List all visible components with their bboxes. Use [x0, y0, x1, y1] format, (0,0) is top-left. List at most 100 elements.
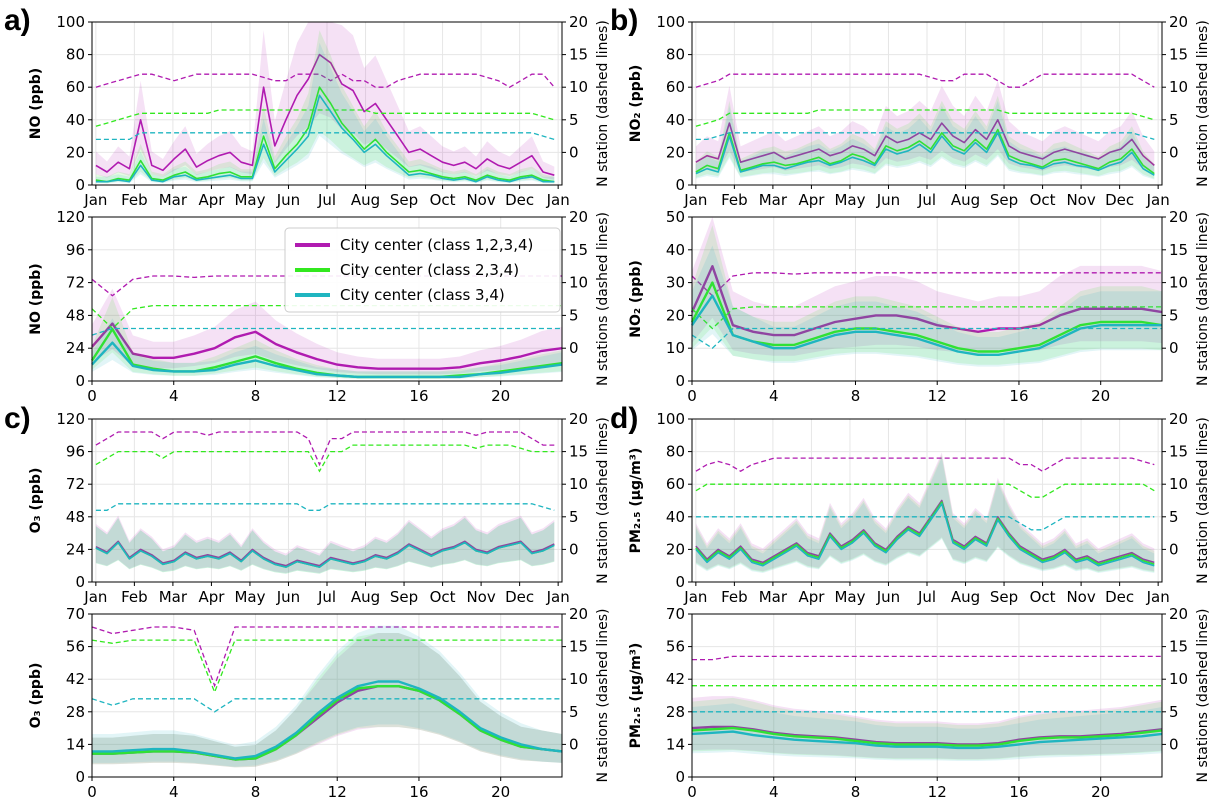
y-tick-label: 60: [666, 78, 685, 96]
series-line: [695, 503, 1155, 567]
y2-tick-label: 20: [569, 208, 588, 226]
y-tick-label: 0: [75, 372, 85, 390]
y-axis-label: PM₂.₅ (μg/m³): [628, 643, 644, 749]
series-line: [695, 132, 1155, 176]
station-count-line: [95, 503, 555, 511]
x-tick-label: Sep: [390, 191, 418, 209]
panel-b-top: 0 20 40 60 80 100 0 5 10 15 20 Jan Feb Mar Apr May Jun Ju…: [610, 4, 1211, 209]
x-tick-label: Nov: [1066, 191, 1095, 209]
x-tick-label: 8: [851, 783, 861, 801]
y-axis-label: NO (ppb): [28, 263, 44, 334]
x-tick-label: Sep: [390, 588, 418, 606]
station-count-line: [91, 626, 562, 688]
y-tick-label: 60: [666, 475, 685, 493]
x-tick-label: Oct: [430, 588, 456, 606]
y2-tick-label: 10: [1169, 274, 1188, 292]
station-count-line: [695, 457, 1155, 472]
series-line: [690, 281, 1163, 353]
y-tick-label: 40: [66, 111, 85, 129]
y-tick-label: 48: [66, 508, 85, 526]
station-count-line: [695, 73, 1155, 88]
y2-tick-label: 0: [1169, 339, 1179, 357]
legend-entry-label: City center (class 3,4): [340, 286, 505, 304]
y-axis-label: PM₂.₅ (μg/m³): [628, 448, 644, 554]
series-line: [695, 119, 1155, 167]
y-tick-label: 42: [66, 670, 85, 688]
plot-frame: [691, 216, 1163, 382]
y-tick-label: 20: [666, 306, 685, 324]
y-tick-label: 100: [56, 13, 85, 31]
series-band: [92, 297, 562, 379]
x-tick-label: Dec: [1105, 191, 1134, 209]
y-tick-label: 72: [66, 274, 85, 292]
y-tick-label: 20: [666, 540, 685, 558]
y2-tick-label: 20: [569, 410, 588, 428]
station-count-line: [91, 698, 562, 713]
y2-tick-label: 15: [1169, 638, 1188, 656]
y-axis-label: NO₂ (ppb): [628, 260, 644, 338]
series-line: [95, 53, 555, 176]
series-band: [95, 515, 555, 573]
y-tick-label: 40: [666, 508, 685, 526]
panel-label: a): [4, 4, 31, 37]
x-tick-label: Oct: [1030, 191, 1056, 209]
series-line: [695, 499, 1155, 564]
y2-tick-label: 5: [569, 703, 579, 721]
y-tick-label: 24: [66, 339, 85, 357]
y2-tick-label: 5: [1169, 111, 1179, 129]
series-band: [692, 696, 1162, 760]
panel-c-bot: 0 14 28 42 56 70 0 5 10 15 20 0 4 8 12 16 20 O₃ (ppb) N st…: [28, 605, 611, 801]
y-tick-label: 120: [56, 410, 85, 428]
x-tick-label: Jan: [83, 588, 107, 606]
x-tick-label: Mar: [759, 588, 788, 606]
series-band: [95, 517, 555, 574]
series-band: [95, 22, 555, 180]
x-tick-label: Feb: [721, 191, 748, 209]
x-tick-label: Apr: [798, 191, 825, 209]
y2-tick-label: 20: [1169, 410, 1188, 428]
station-count-line: [95, 109, 555, 127]
station-count-line: [95, 431, 555, 467]
y-tick-label: 56: [666, 638, 685, 656]
y2-tick-label: 15: [569, 638, 588, 656]
y-tick-label: 20: [66, 143, 85, 161]
y2-tick-label: 15: [1169, 443, 1188, 461]
series-line: [690, 265, 1163, 337]
y-tick-label: 42: [666, 670, 685, 688]
y2-axis-label: N stations (dashed lines): [595, 212, 611, 386]
series-line: [95, 94, 555, 183]
station-count-line: [691, 272, 1162, 297]
x-tick-label: Apr: [198, 588, 225, 606]
y2-axis-label: N stations (dashed lines): [1195, 212, 1211, 386]
x-tick-label: Apr: [198, 191, 225, 209]
y-tick-label: 0: [675, 372, 685, 390]
panel-b-bot: 0 10 20 30 40 50 0 5 10 15 20 0 4 8 12 16 20 NO₂ (ppb) N s…: [628, 208, 1211, 405]
y-tick-label: 20: [666, 143, 685, 161]
y-tick-label: 120: [56, 208, 85, 226]
series-band: [692, 697, 1162, 760]
y2-tick-label: 0: [1169, 735, 1179, 753]
series-band: [92, 625, 562, 767]
x-tick-label: Jul: [317, 191, 336, 209]
y-tick-label: 50: [666, 208, 685, 226]
y2-tick-label: 20: [1169, 605, 1188, 623]
y-tick-label: 96: [66, 241, 85, 259]
y-tick-label: 30: [666, 274, 685, 292]
x-tick-label: Jan: [683, 588, 707, 606]
y-tick-label: 80: [66, 46, 85, 64]
x-tick-label: 12: [928, 387, 947, 405]
series-line: [695, 501, 1155, 565]
y-tick-label: 60: [66, 78, 85, 96]
legend-entry-label: City center (class 2,3,4): [340, 261, 519, 279]
x-tick-label: Jan: [1146, 588, 1170, 606]
x-tick-label: 4: [769, 387, 779, 405]
y-tick-label: 70: [666, 605, 685, 623]
series-line: [691, 726, 1163, 747]
y2-tick-label: 5: [1169, 703, 1179, 721]
y2-tick-label: 20: [1169, 208, 1188, 226]
y-tick-label: 96: [66, 443, 85, 461]
x-tick-label: Aug: [351, 191, 380, 209]
x-tick-label: Mar: [159, 191, 188, 209]
series-line: [691, 730, 1163, 750]
